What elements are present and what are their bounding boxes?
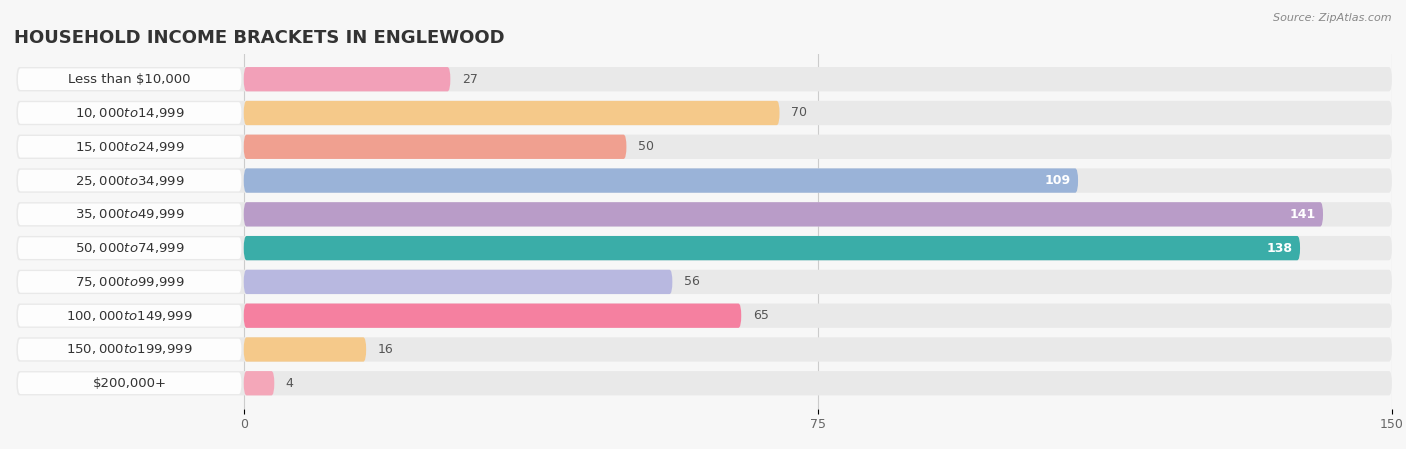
FancyBboxPatch shape: [17, 135, 1392, 159]
FancyBboxPatch shape: [17, 304, 1392, 328]
FancyBboxPatch shape: [243, 135, 627, 159]
Text: 27: 27: [463, 73, 478, 86]
FancyBboxPatch shape: [18, 339, 242, 360]
Text: 56: 56: [683, 275, 700, 288]
FancyBboxPatch shape: [17, 67, 1392, 92]
FancyBboxPatch shape: [17, 337, 1392, 361]
Text: $75,000 to $99,999: $75,000 to $99,999: [75, 275, 184, 289]
Text: 138: 138: [1267, 242, 1292, 255]
FancyBboxPatch shape: [243, 168, 1078, 193]
Text: $15,000 to $24,999: $15,000 to $24,999: [75, 140, 184, 154]
FancyBboxPatch shape: [18, 136, 242, 158]
FancyBboxPatch shape: [18, 170, 242, 191]
FancyBboxPatch shape: [18, 203, 242, 225]
Text: $200,000+: $200,000+: [93, 377, 167, 390]
Text: 65: 65: [752, 309, 769, 322]
FancyBboxPatch shape: [243, 101, 779, 125]
Text: $10,000 to $14,999: $10,000 to $14,999: [75, 106, 184, 120]
FancyBboxPatch shape: [17, 101, 1392, 125]
Text: Less than $10,000: Less than $10,000: [69, 73, 191, 86]
FancyBboxPatch shape: [243, 67, 450, 92]
FancyBboxPatch shape: [243, 236, 1301, 260]
FancyBboxPatch shape: [18, 372, 242, 394]
FancyBboxPatch shape: [17, 371, 1392, 396]
Text: 16: 16: [378, 343, 394, 356]
FancyBboxPatch shape: [243, 371, 274, 396]
FancyBboxPatch shape: [17, 168, 1392, 193]
Text: HOUSEHOLD INCOME BRACKETS IN ENGLEWOOD: HOUSEHOLD INCOME BRACKETS IN ENGLEWOOD: [14, 29, 505, 47]
FancyBboxPatch shape: [17, 202, 1392, 226]
FancyBboxPatch shape: [243, 337, 366, 361]
Text: 4: 4: [285, 377, 294, 390]
Text: $150,000 to $199,999: $150,000 to $199,999: [66, 343, 193, 357]
Text: Source: ZipAtlas.com: Source: ZipAtlas.com: [1274, 13, 1392, 23]
FancyBboxPatch shape: [17, 236, 1392, 260]
FancyBboxPatch shape: [18, 102, 242, 124]
Text: 109: 109: [1045, 174, 1070, 187]
Text: 50: 50: [638, 140, 654, 153]
Text: $50,000 to $74,999: $50,000 to $74,999: [75, 241, 184, 255]
FancyBboxPatch shape: [17, 270, 1392, 294]
FancyBboxPatch shape: [243, 304, 741, 328]
Text: $100,000 to $149,999: $100,000 to $149,999: [66, 309, 193, 323]
FancyBboxPatch shape: [243, 270, 672, 294]
FancyBboxPatch shape: [18, 271, 242, 293]
FancyBboxPatch shape: [18, 305, 242, 326]
FancyBboxPatch shape: [18, 238, 242, 259]
Text: $35,000 to $49,999: $35,000 to $49,999: [75, 207, 184, 221]
FancyBboxPatch shape: [243, 202, 1323, 226]
Text: 141: 141: [1289, 208, 1316, 221]
FancyBboxPatch shape: [18, 68, 242, 90]
Text: 70: 70: [792, 106, 807, 119]
Text: $25,000 to $34,999: $25,000 to $34,999: [75, 174, 184, 188]
